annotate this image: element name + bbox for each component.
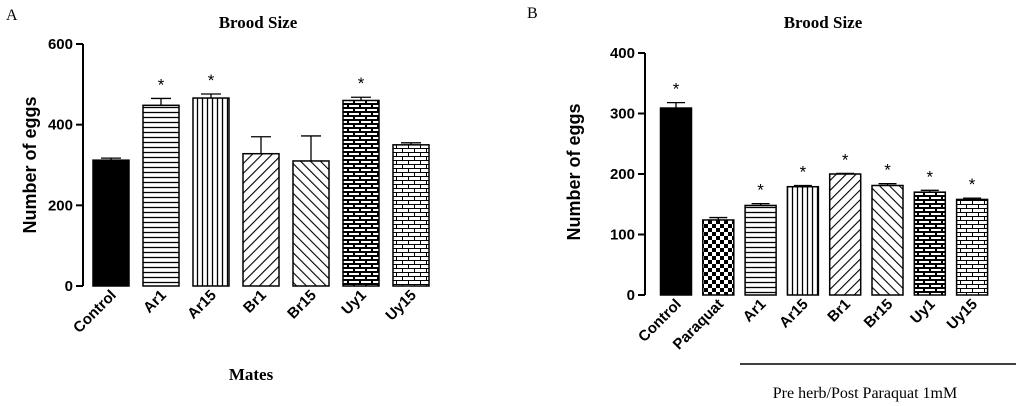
x-tick-label-uy15: Uy15	[382, 287, 419, 324]
bar-ar15	[786, 185, 820, 296]
bar-control	[92, 159, 130, 287]
panel-a: A Brood Size Number of eggs Mates 0 200 40…	[6, 7, 430, 384]
bar-control	[659, 107, 693, 296]
bar-br15	[871, 184, 904, 296]
x-tick-label-ar15: Ar15	[184, 287, 220, 323]
panel-b-title: Brood Size	[784, 13, 863, 32]
bar-uy1	[342, 99, 380, 287]
y-tick-label: 200	[610, 166, 635, 183]
x-tick-label-ar15: Ar15	[776, 296, 812, 332]
panel-b: B Brood Size Number of eggs Pre herb/Pos…	[527, 5, 1016, 402]
panel-b-x-axis-label: Pre herb/Post Paraquat 1mM	[773, 385, 957, 402]
y-tick-label: 100	[610, 227, 635, 244]
significance-mark: *	[884, 161, 891, 180]
bar-ar1	[142, 104, 180, 287]
significance-mark: *	[158, 75, 165, 94]
significance-mark: *	[926, 167, 933, 186]
x-tick-label-br1: Br1	[240, 287, 270, 317]
y-tick-label: 400	[48, 117, 73, 134]
significance-mark: *	[673, 80, 680, 99]
y-tick-label: 600	[48, 36, 73, 53]
significance-mark: *	[800, 162, 807, 181]
significance-mark: *	[358, 74, 365, 93]
significance-mark: *	[969, 175, 976, 194]
x-tick-label-ar1: Ar1	[740, 296, 770, 326]
x-tick-label-ar1: Ar1	[140, 287, 170, 317]
bar-br15	[292, 160, 330, 287]
y-tick-label: 0	[65, 278, 73, 295]
bar-uy15	[955, 198, 989, 296]
bar-ar15	[192, 97, 230, 287]
bar-ar1	[744, 204, 777, 296]
panel-b-letter: B	[527, 5, 538, 22]
x-tick-label-uy15: Uy15	[944, 296, 981, 333]
y-tick-label: 0	[627, 287, 635, 304]
x-tick-label-br15: Br15	[284, 287, 320, 323]
panel-a-letter: A	[6, 7, 18, 24]
x-tick-label-uy1: Uy1	[338, 287, 369, 318]
x-tick-label-control: Control	[70, 287, 120, 337]
panel-b-y-axis-label: Number of eggs	[564, 103, 584, 240]
y-tick-label: 400	[610, 45, 635, 62]
bar-br1	[828, 173, 862, 296]
bar-paraquat	[702, 219, 735, 296]
y-tick-label: 200	[48, 197, 73, 214]
x-tick-label-br1: Br1	[824, 296, 854, 326]
significance-mark: *	[842, 150, 849, 169]
panel-a-y-axis-label: Number of eggs	[20, 96, 40, 233]
bar-uy1	[913, 191, 947, 296]
bar-br1	[242, 152, 280, 287]
significance-mark: *	[757, 181, 764, 200]
panel-a-title: Brood Size	[219, 13, 298, 32]
bar-uy15	[392, 144, 430, 287]
x-tick-label-uy1: Uy1	[907, 296, 938, 327]
y-tick-label: 300	[610, 106, 635, 123]
panel-a-x-axis-label: Mates	[229, 365, 274, 384]
significance-mark: *	[208, 71, 215, 90]
x-tick-label-br15: Br15	[861, 296, 897, 332]
